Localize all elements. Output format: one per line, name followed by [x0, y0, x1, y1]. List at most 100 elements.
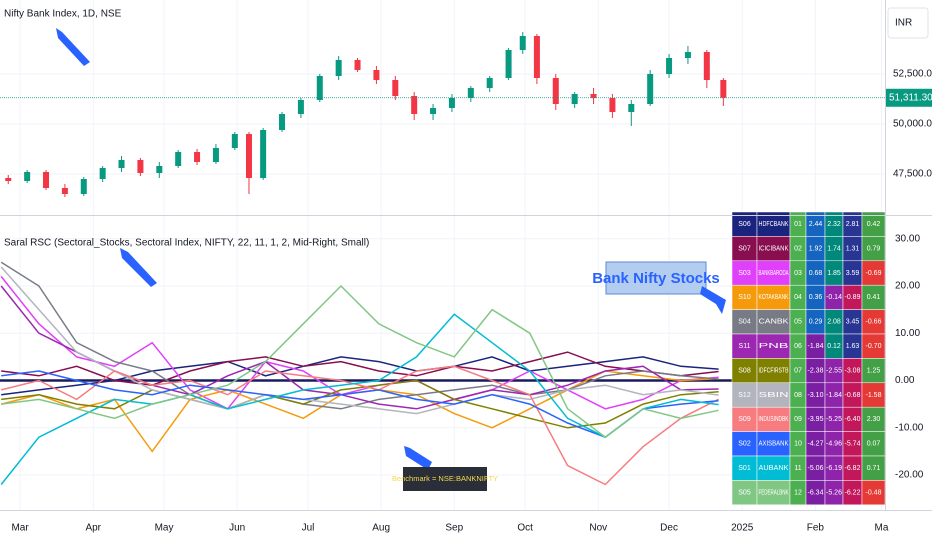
axes: Mar Apr May Jun Jul Aug Sep Oct Nov Dec 2025 Feb Ma 4… — [11, 69, 932, 534]
candle-body — [335, 60, 342, 76]
table-text: BANKBARODA — [759, 270, 789, 277]
table-text: -3.95 — [808, 416, 824, 423]
table-text: 1.74 — [827, 245, 841, 252]
table-text: 1.25 — [867, 367, 881, 374]
table-text: 08 — [794, 392, 802, 399]
x-tick-label: Feb — [807, 523, 825, 534]
series-line — [0, 276, 719, 410]
table-text: S08 — [738, 367, 751, 374]
x-tick-label: Ma — [875, 523, 889, 534]
candle-body — [486, 78, 493, 88]
arrow — [700, 286, 726, 314]
candle-body — [5, 178, 12, 181]
table-text: 05 — [794, 319, 802, 326]
candle-body — [279, 114, 286, 130]
currency-box[interactable] — [887, 7, 929, 39]
price-pane — [0, 0, 885, 215]
table-text: AUBANK — [759, 465, 789, 472]
series-line — [0, 261, 719, 410]
x-tick-label: May — [155, 523, 174, 534]
table-text: -2.55 — [826, 367, 842, 374]
table-cell — [731, 260, 758, 286]
candle-body — [156, 166, 163, 173]
table-text: 10 — [794, 441, 802, 448]
y-tick-label: 47,500.00 — [893, 169, 932, 180]
table-text: 09 — [794, 416, 802, 423]
y-tick-label: 52,500.00 — [893, 69, 932, 80]
candle-body — [316, 76, 323, 100]
table-cell — [731, 455, 758, 481]
annotation: Bank Nifty Stocks — [592, 270, 720, 287]
chart-title: Nifty Bank Index, 1D, NSE — [4, 9, 122, 20]
candle-body — [373, 70, 380, 80]
currency: INR — [895, 18, 912, 29]
candle-body — [43, 172, 50, 188]
table-text: -5.06 — [808, 465, 824, 472]
y-tick-label: 30.00 — [895, 233, 920, 244]
candle-body — [245, 134, 252, 178]
candle-body — [467, 88, 474, 98]
table-text: -0.70 — [866, 343, 882, 350]
series-line — [1, 365, 719, 486]
table-cell — [756, 480, 791, 506]
candle-body — [505, 50, 512, 78]
candle-body — [194, 152, 201, 162]
table-text: S03 — [738, 270, 751, 277]
table-cell — [731, 284, 758, 310]
table-text: PNB — [759, 343, 790, 350]
table-text: 01 — [794, 221, 802, 228]
table-text: 1.85 — [827, 270, 841, 277]
candle-body — [354, 60, 361, 70]
table-text: 0.29 — [809, 319, 823, 326]
table-text: 2.81 — [846, 221, 860, 228]
table-cell — [756, 333, 791, 359]
table-text: S09 — [738, 416, 751, 423]
table-text: S11 — [739, 343, 751, 350]
table-text: 3.59 — [846, 270, 860, 277]
y-tick-label: -10.00 — [895, 422, 924, 433]
series-line — [1, 379, 719, 429]
table-cell — [731, 309, 758, 335]
candle-body — [80, 179, 87, 194]
table-text: -0.14 — [826, 294, 842, 301]
table-text: 0.41 — [867, 294, 881, 301]
x-tick-label: 2025 — [731, 523, 754, 534]
candle-body — [411, 96, 418, 114]
table-cell — [731, 382, 758, 408]
table-text: -2.38 — [808, 367, 824, 374]
indicator-title: Saral RSC (Sectoral_Stocks, Sectoral Ind… — [4, 238, 369, 249]
table-text: -0.89 — [845, 294, 861, 301]
series-line — [1, 284, 719, 439]
table-cell — [731, 358, 758, 384]
table-text: -5.74 — [845, 441, 861, 448]
table-text: 03 — [794, 270, 802, 277]
candle-body — [684, 52, 691, 58]
table-text: 2.08 — [827, 319, 841, 326]
table-text: FEDERALBNK — [759, 489, 789, 496]
table-text: -1.84 — [808, 343, 824, 350]
table-text: 0.71 — [867, 465, 881, 472]
table-cell — [756, 236, 791, 262]
x-tick-label: Aug — [372, 523, 390, 534]
candle-body — [118, 160, 125, 168]
table-text: S01 — [738, 465, 751, 472]
candle-body — [720, 80, 727, 98]
table-text: 0.79 — [867, 245, 881, 252]
table-text: 02 — [794, 245, 802, 252]
table-text: HDFCBANK — [759, 221, 789, 228]
table-cell — [756, 309, 791, 335]
series-line — [0, 313, 719, 485]
table-text: 06 — [794, 343, 802, 350]
table-text: -1.84 — [826, 392, 842, 399]
table-text: IDFCFIRSTB — [759, 367, 789, 374]
candle-body — [260, 130, 267, 178]
table-text: -0.48 — [866, 489, 882, 496]
candle-body — [430, 108, 437, 114]
candle-body — [533, 36, 540, 78]
candle-body — [297, 100, 304, 114]
candle-body — [99, 168, 106, 179]
x-tick-label: Mar — [11, 523, 29, 534]
table-text: S10 — [738, 294, 751, 301]
rank-table: S06 HDFCBANK 01 2.44 2.32 2.81 0.42 S07 ICICIBAN… — [731, 211, 886, 506]
table-cell — [731, 431, 758, 457]
